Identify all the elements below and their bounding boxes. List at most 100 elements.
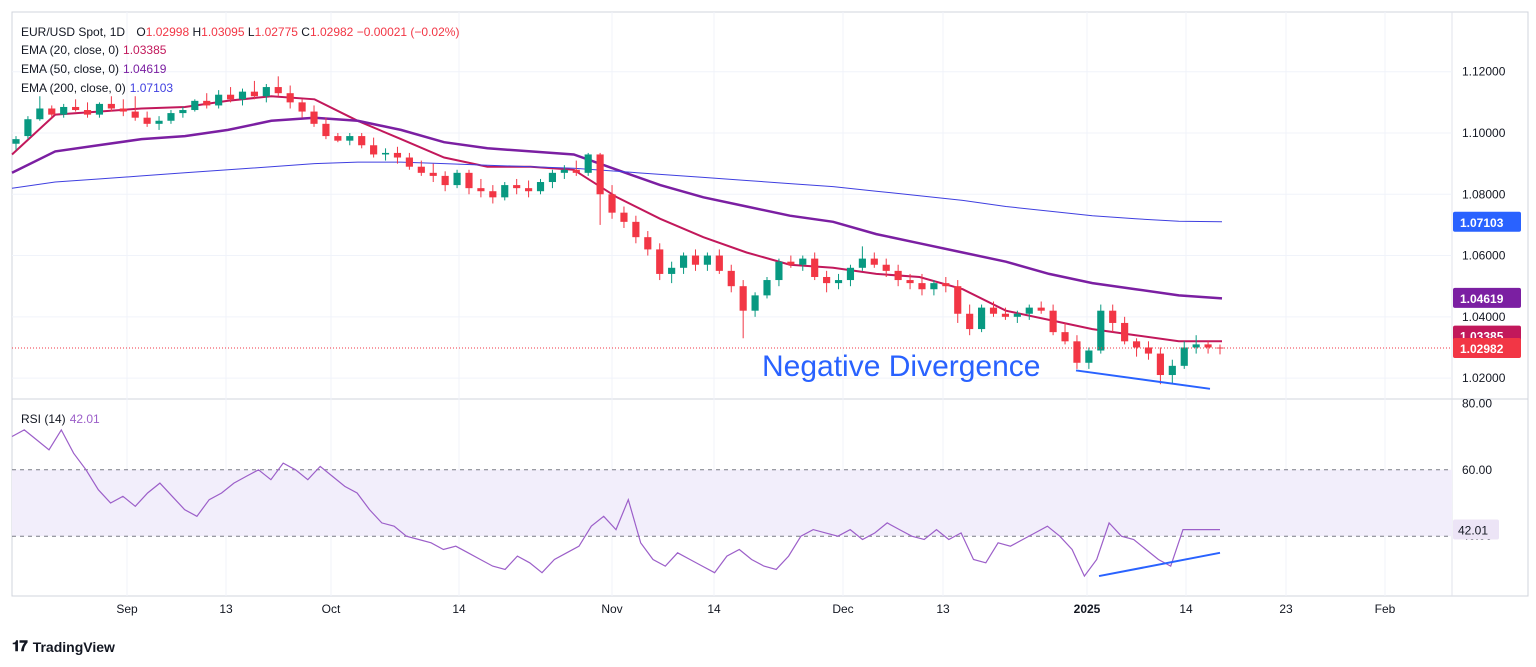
rsi-divergence-line (1098, 551, 1221, 578)
candle-body (12, 139, 20, 144)
price-tick-label: 1.10000 (1462, 126, 1506, 140)
candles (12, 76, 1224, 385)
ema20-legend[interactable]: EMA (20, close, 0) 1.03385 (21, 42, 166, 58)
time-tick-label: 14 (452, 602, 466, 616)
ema-line-50 (11, 116, 1223, 300)
candle-body (834, 280, 843, 284)
candle-body (1156, 353, 1164, 376)
candle-body (560, 169, 568, 173)
candle-body (858, 258, 866, 268)
candle-body (846, 267, 855, 281)
candle-body (596, 154, 604, 195)
candle-body (453, 172, 461, 186)
candle-body (429, 172, 437, 176)
candle-body (143, 117, 151, 124)
candle-body (644, 237, 652, 250)
symbol-legend: EUR/USD Spot, 1D O1.02998 H1.03095 L1.02… (21, 24, 459, 40)
candle-body (167, 113, 175, 121)
time-tick-label: 23 (1279, 602, 1293, 616)
time-tick-label: 13 (219, 602, 233, 616)
candle-body (656, 249, 664, 274)
chart-frame (11, 11, 1529, 597)
high-label: H (192, 25, 202, 39)
candle-body (274, 87, 282, 94)
low-label: L (247, 25, 255, 39)
candle-body (381, 152, 390, 155)
candle-body (620, 212, 628, 222)
candle-body (1216, 347, 1224, 349)
candle-body (1121, 322, 1129, 342)
candle-body (441, 175, 449, 186)
rsi-value: 42.01 (69, 412, 100, 426)
candle-body (203, 100, 211, 106)
candle-body (1085, 350, 1093, 363)
candle-body (1097, 310, 1105, 351)
candle-body (155, 120, 163, 124)
candle-body (942, 283, 950, 287)
time-tick-label: Oct (322, 602, 341, 616)
candle-body (966, 313, 974, 330)
price-tag: 1.04619 (1453, 287, 1521, 308)
candle-body (799, 258, 807, 265)
time-tick-label: Feb (1375, 602, 1396, 616)
ema50-legend[interactable]: EMA (50, close, 0) 1.04619 (21, 61, 166, 77)
candle-body (48, 108, 56, 115)
candle-body (405, 157, 413, 167)
candle-body (823, 276, 831, 284)
candle-body (739, 286, 747, 311)
candle-body (107, 103, 115, 109)
price-tag-label: 1.02982 (1460, 342, 1504, 356)
price-tag: 1.07103 (1453, 211, 1521, 232)
ema200-value: 1.07103 (129, 81, 174, 95)
candle-body (918, 283, 926, 290)
candle-body (751, 295, 759, 311)
candle-body (906, 280, 914, 284)
candle-body (334, 136, 342, 141)
candle-body (572, 169, 580, 173)
price-divergence-line (1075, 369, 1211, 390)
symbol-label[interactable]: EUR/USD Spot, 1D (21, 25, 126, 39)
ema20-label: EMA (20, close, 0) (21, 43, 120, 57)
time-tick-label: 14 (1179, 602, 1193, 616)
price-tick-label: 1.12000 (1462, 65, 1506, 79)
candle-body (250, 91, 258, 97)
candle-body (775, 261, 783, 281)
candle-body (978, 307, 986, 330)
rsi-tick-label: 80.00 (1462, 396, 1492, 410)
candle-body (393, 152, 402, 158)
candle-body (584, 154, 592, 173)
candle-body (501, 185, 509, 198)
ema200-legend[interactable]: EMA (200, close, 0) 1.07103 (21, 80, 173, 96)
price-tick-label: 1.08000 (1462, 187, 1506, 201)
candle-body (1132, 341, 1141, 348)
candle-body (668, 267, 676, 274)
candle-body (322, 123, 330, 137)
price-tick-label: 1.06000 (1462, 249, 1506, 263)
ema50-label: EMA (50, close, 0) (21, 62, 120, 76)
brand[interactable]: 𝟏𝟕 TradingView (12, 638, 115, 655)
high-value: 1.03095 (201, 25, 245, 39)
candle-body (417, 166, 425, 173)
price-tag-box (1453, 211, 1521, 232)
rsi-tag-box (1453, 519, 1499, 540)
candle-body (358, 136, 366, 146)
rsi-label: RSI (14) (21, 412, 66, 426)
candle-body (525, 188, 533, 192)
rsi-tag: 42.01 (1453, 519, 1499, 540)
candle-body (954, 286, 962, 314)
ema200-label: EMA (200, close, 0) (21, 81, 126, 95)
change-value: −0.00021 (−0.02%) (356, 25, 460, 39)
time-tick-label: 14 (707, 602, 721, 616)
candle-body (298, 102, 306, 112)
rsi-legend[interactable]: RSI (14) 42.01 (21, 411, 100, 427)
candle-body (477, 188, 485, 192)
tradingview-logo-icon: 𝟏𝟕 (12, 638, 28, 655)
candle-body (179, 110, 187, 114)
candle-body (679, 255, 688, 268)
candle-body (346, 136, 354, 141)
candle-body (95, 103, 104, 115)
candle-body (226, 94, 235, 100)
time-tick-label: Sep (116, 602, 138, 616)
low-value: 1.02775 (254, 25, 298, 39)
